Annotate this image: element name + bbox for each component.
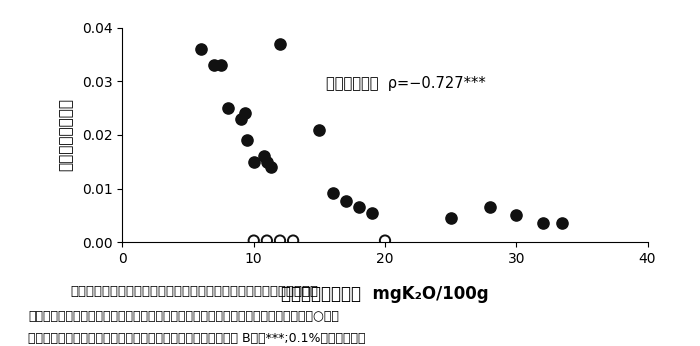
Point (235, 116, 246, 122)
Point (340, 199, 351, 204)
Point (248, 159, 259, 165)
Point (265, 164, 276, 170)
Point (261, 238, 272, 243)
Point (209, 62, 220, 68)
Text: 図１、２の各圃場試験のデータ。交換性加里は欽培後土壌の数値。白抜きプロット（○）は: 図１、２の各圃場試験のデータ。交換性加里は欽培後土壌の数値。白抜きプロット（○）… (28, 310, 339, 323)
Text: 粘土鉱物としてバーミキュライトを多く含む土壌（図１の圃場 B）。***;0.1%水準で有意。: 粘土鉱物としてバーミキュライトを多く含む土壌（図１の圃場 B）。***;0.1%… (28, 332, 365, 345)
Point (259, 154, 270, 159)
Point (511, 212, 522, 218)
Point (537, 221, 548, 226)
Point (288, 238, 299, 243)
Point (248, 238, 259, 243)
Point (274, 238, 286, 243)
Point (353, 204, 364, 210)
Point (556, 221, 568, 226)
Point (274, 41, 286, 47)
Point (445, 215, 456, 221)
Point (314, 127, 325, 133)
Point (379, 238, 391, 243)
Point (261, 159, 272, 165)
Point (216, 62, 227, 68)
Point (241, 137, 253, 143)
Point (195, 46, 207, 52)
Point (484, 204, 496, 210)
Point (239, 111, 250, 116)
Text: 順位相関係数  ρ=−0.727***: 順位相関係数 ρ=−0.727*** (326, 76, 486, 91)
Point (366, 210, 377, 216)
Y-axis label: 玄米への移行係数: 玄米への移行係数 (59, 99, 74, 171)
Point (222, 105, 233, 111)
Text: 土壌の交換性加里  mgK₂O/100g: 土壌の交換性加里 mgK₂O/100g (281, 285, 489, 303)
Point (327, 190, 338, 195)
Text: 図３　土壌の交換性加里と放射性セシウムの玄米への移行係数の関係: 図３ 土壌の交換性加里と放射性セシウムの玄米への移行係数の関係 (70, 285, 318, 299)
